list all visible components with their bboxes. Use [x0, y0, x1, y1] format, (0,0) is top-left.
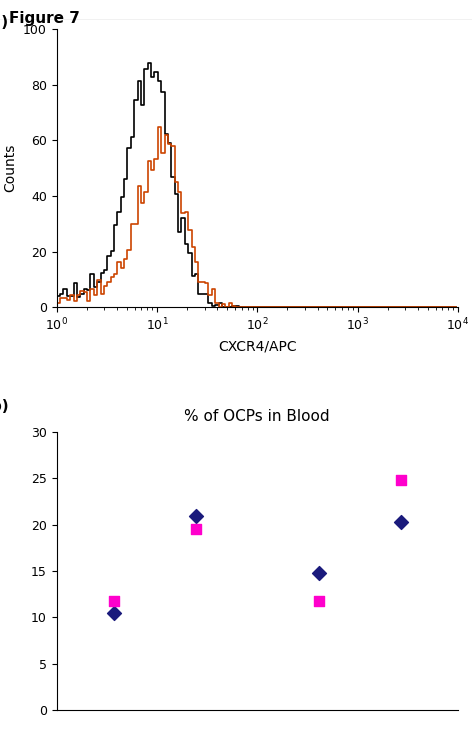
Text: (a): (a)	[0, 15, 8, 31]
Point	[315, 567, 322, 579]
Title: % of OCPs in Blood: % of OCPs in Blood	[185, 409, 330, 424]
X-axis label: CXCR4/APC: CXCR4/APC	[218, 339, 296, 353]
Point	[315, 595, 322, 607]
Point	[110, 595, 118, 607]
Point	[192, 509, 200, 521]
Point	[397, 474, 405, 486]
Point	[397, 516, 405, 528]
Point	[192, 523, 200, 535]
Text: Figure 7: Figure 7	[9, 11, 80, 26]
Y-axis label: Counts: Counts	[3, 144, 17, 193]
Text: (b): (b)	[0, 399, 9, 414]
Point	[110, 607, 118, 619]
